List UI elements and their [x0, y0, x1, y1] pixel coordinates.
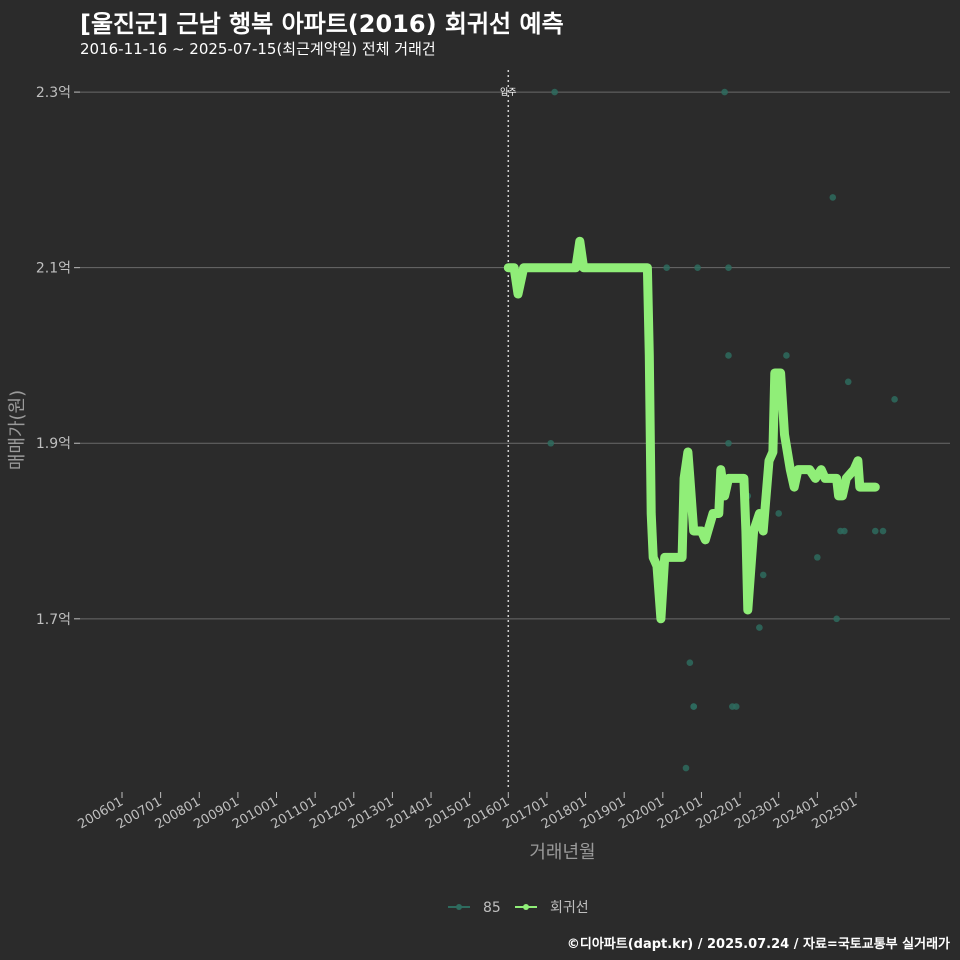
chart-subtitle: 2016-11-16 ~ 2025-07-15(최근계약일) 전체 거래건 — [80, 40, 436, 58]
scatter-point — [783, 352, 790, 359]
scatter-point — [547, 439, 555, 447]
scatter-point — [879, 527, 887, 535]
scatter-point — [841, 527, 848, 535]
scatter-point — [814, 554, 821, 561]
scatter-point — [725, 264, 732, 271]
y-tick-label: 2.1억 — [36, 261, 71, 277]
scatter-point — [775, 510, 783, 517]
scatter-point — [682, 764, 690, 772]
scatter-point — [891, 396, 898, 403]
scatter-point — [871, 527, 879, 535]
scatter-point — [759, 571, 767, 579]
legend-label-85: 85 — [483, 900, 501, 916]
scatter-point — [756, 624, 763, 631]
scatter-point — [694, 264, 701, 271]
scatter-point — [725, 352, 732, 359]
scatter-point — [551, 88, 558, 96]
scatter-point — [663, 264, 670, 271]
scatter-point — [732, 703, 740, 710]
move-in-label: 입주 — [500, 86, 517, 98]
footer-credit: ©디아파트(dapt.kr) / 2025.07.24 / 자료=국토교통부 실… — [566, 937, 950, 952]
scatter-point — [833, 615, 840, 623]
y-tick-label: 1.7억 — [36, 612, 71, 628]
legend-label-regression: 회귀선 — [550, 900, 589, 916]
scatter-point — [686, 659, 694, 667]
chart-title: [울진군] 근남 행복 아파트(2016) 회귀선 예측 — [80, 10, 564, 38]
y-tick-label: 1.9억 — [36, 436, 71, 452]
x-axis-title: 거래년월 — [529, 842, 595, 863]
scatter-point — [829, 194, 837, 201]
regression-line — [503, 236, 880, 624]
legend-swatch-dot-regression — [523, 904, 529, 910]
y-tick-label: 2.3억 — [36, 85, 71, 101]
scatter-point — [844, 378, 852, 386]
legend-swatch-dot-85 — [456, 904, 462, 910]
scatter-point — [725, 439, 732, 447]
scatter-point — [690, 703, 698, 710]
scatter-point — [721, 88, 728, 96]
y-axis-title: 매매가(원) — [7, 390, 28, 470]
